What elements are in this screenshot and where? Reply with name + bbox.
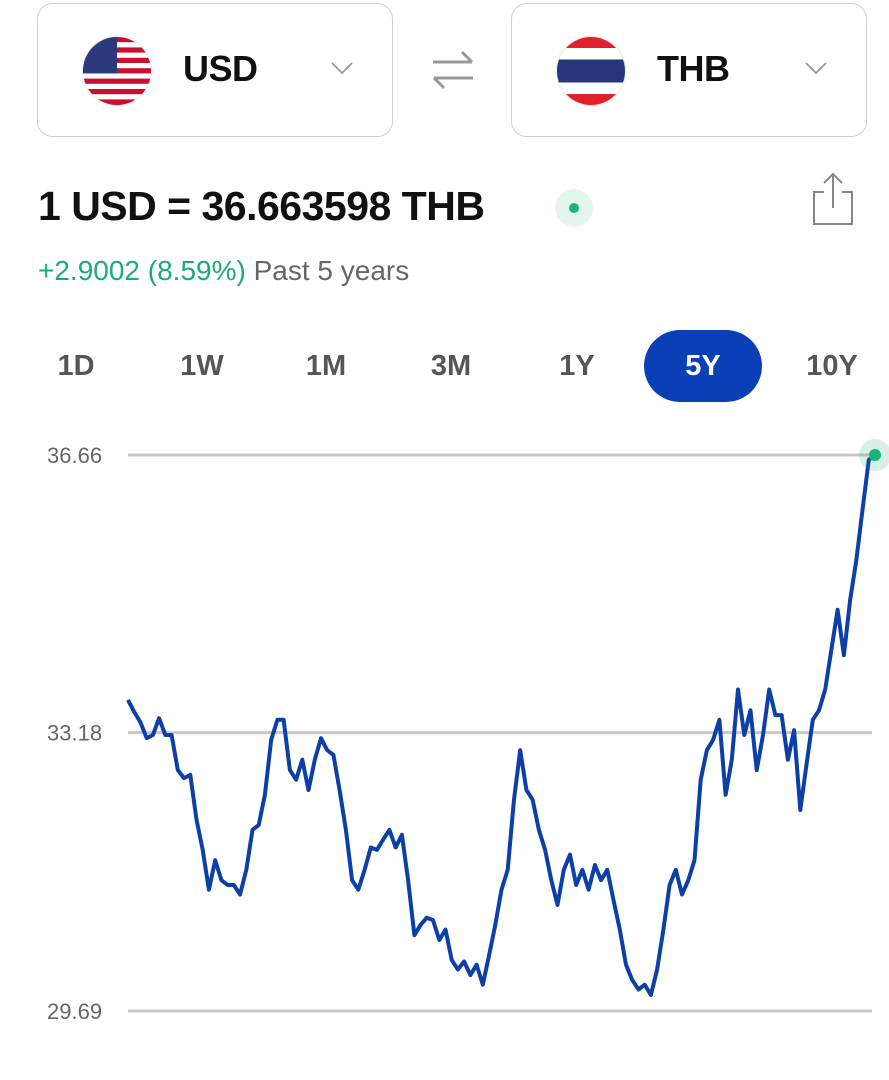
tab-1y[interactable]: 1Y	[559, 350, 595, 382]
swap-currencies-icon[interactable]	[428, 48, 478, 92]
change-period: Past 5 years	[253, 255, 410, 286]
exchange-rate: 1 USD = 36.663598 THB	[38, 183, 485, 229]
tab-1m[interactable]: 1M	[305, 350, 347, 382]
rate-series-line	[126, 453, 877, 997]
y-tick-label: 29.69	[47, 999, 102, 1024]
to-currency-select[interactable]: THB	[511, 3, 867, 137]
y-tick-label: 36.66	[47, 443, 102, 468]
from-currency-code: USD	[183, 48, 258, 89]
chevron-down-icon	[331, 62, 353, 75]
chevron-down-icon	[805, 62, 827, 75]
current-point	[869, 449, 881, 461]
tab-1d[interactable]: 1D	[57, 350, 95, 382]
us-flag-icon	[83, 37, 151, 105]
rate-change: +2.9002 (8.59%) Past 5 years	[38, 255, 409, 287]
change-value: +2.9002 (8.59%)	[38, 255, 246, 286]
tab-5y[interactable]: 5Y	[644, 330, 762, 402]
tab-3m[interactable]: 3M	[430, 350, 472, 382]
live-indicator-icon	[555, 189, 593, 227]
to-currency-code: THB	[657, 48, 730, 89]
y-tick-label: 33.18	[47, 721, 102, 746]
share-icon[interactable]	[810, 172, 856, 226]
thailand-flag-icon	[557, 37, 625, 105]
rate-chart: 36.66 33.18 29.69	[47, 439, 889, 1024]
tab-10y[interactable]: 10Y	[806, 350, 858, 382]
time-range-tabs: 1D 1W 1M 3M 1Y 5Y 10Y	[0, 330, 889, 402]
tab-1w[interactable]: 1W	[180, 350, 224, 382]
from-currency-select[interactable]: USD	[37, 3, 393, 137]
